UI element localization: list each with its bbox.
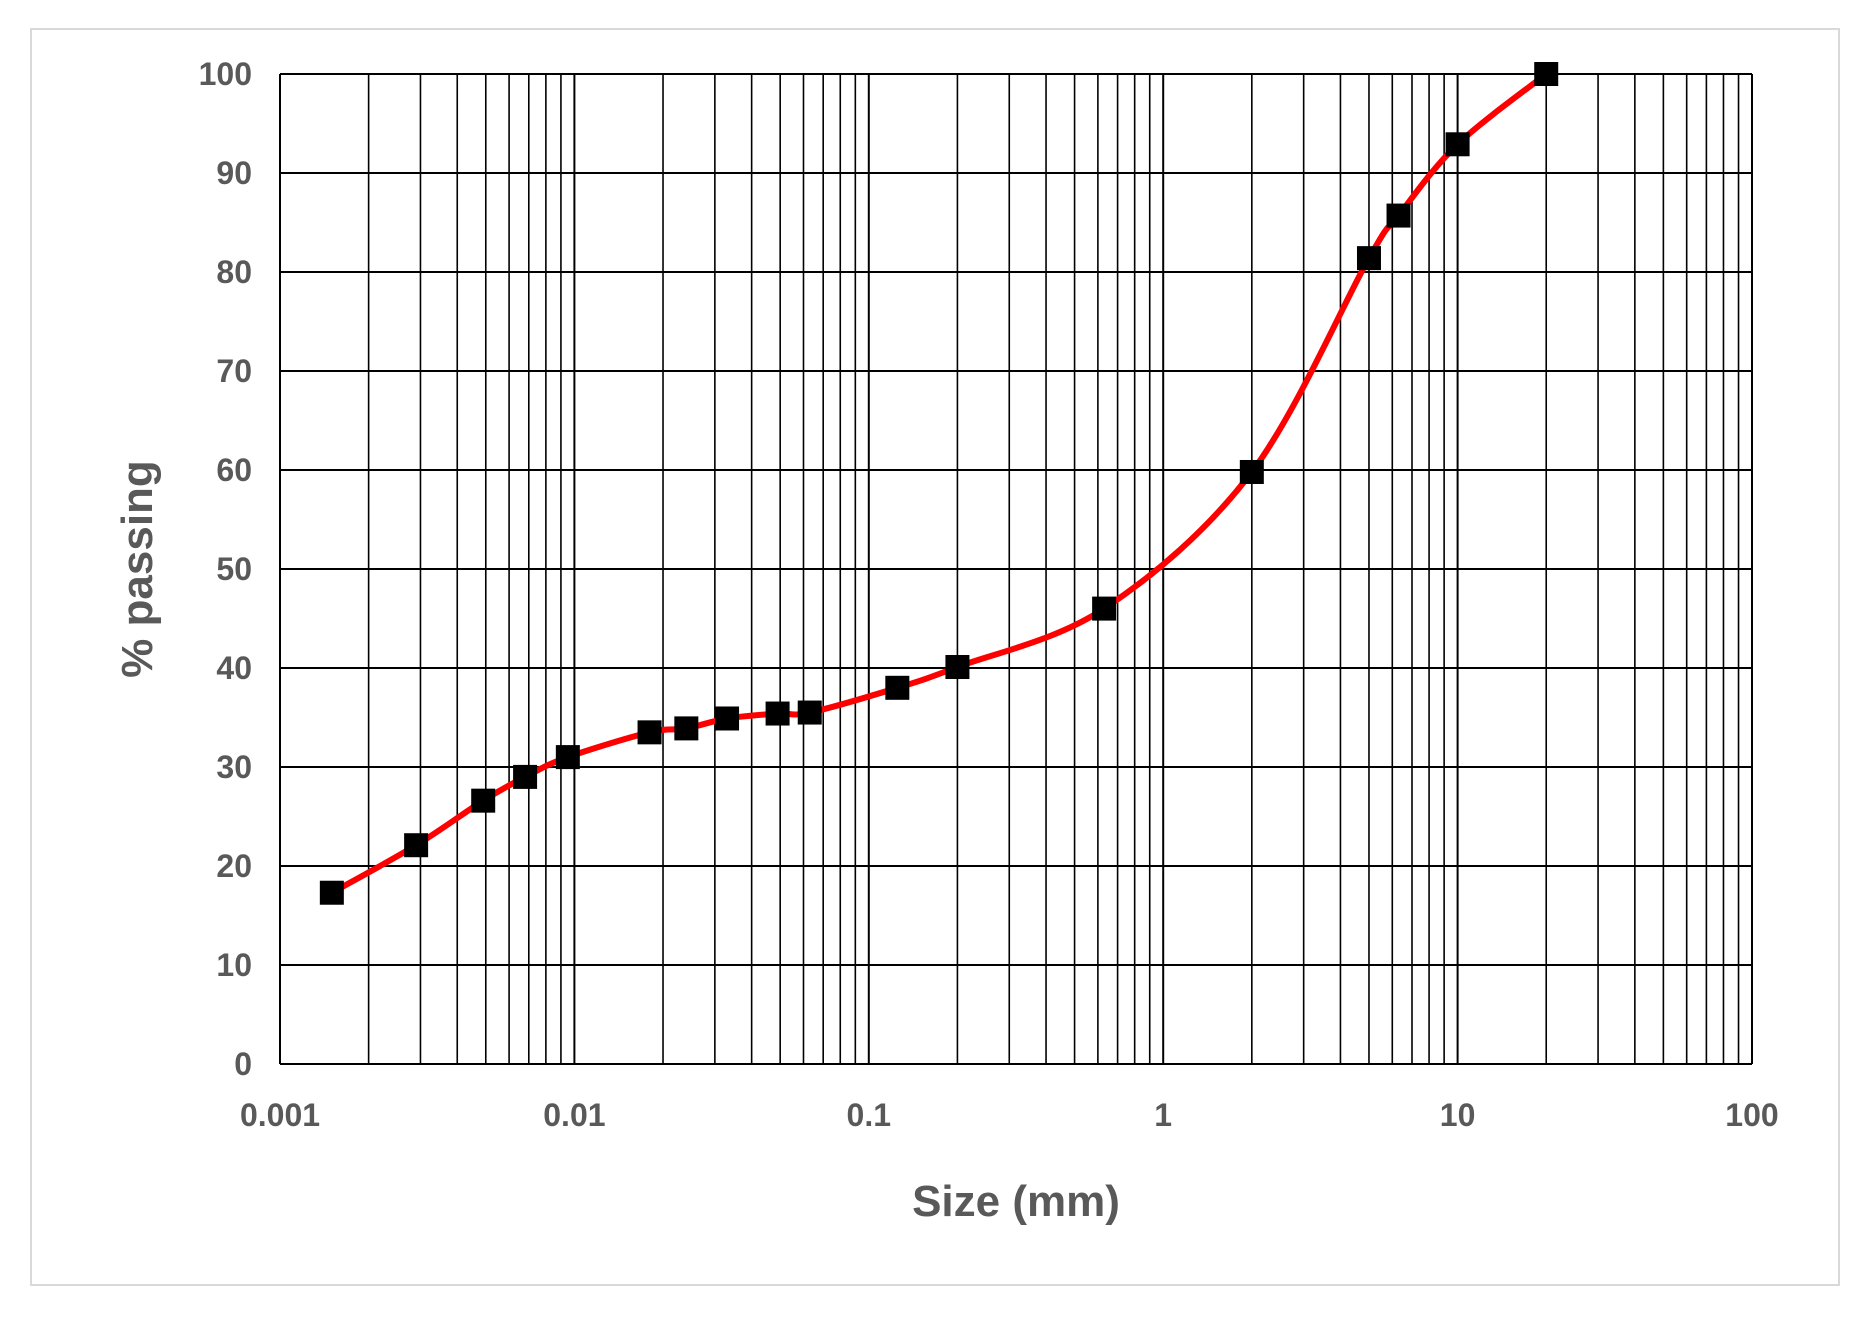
data-point-marker xyxy=(555,745,580,770)
y-tick-label: 50 xyxy=(216,551,252,587)
x-tick-label: 0.001 xyxy=(240,1097,320,1133)
data-point-marker xyxy=(513,764,538,789)
data-point-marker xyxy=(674,716,699,741)
data-point-marker xyxy=(1356,246,1381,271)
y-tick-label: 30 xyxy=(216,749,252,785)
y-tick-label: 40 xyxy=(216,650,252,686)
x-tick-label: 0.01 xyxy=(543,1097,605,1133)
data-point-marker xyxy=(1386,203,1411,228)
data-point-marker xyxy=(1445,132,1470,157)
data-point-marker xyxy=(1239,459,1264,484)
y-tick-label: 80 xyxy=(216,254,252,290)
data-point-marker xyxy=(1534,62,1559,86)
y-tick-label: 90 xyxy=(216,155,252,191)
x-tick-label: 1 xyxy=(1154,1097,1172,1133)
y-axis-ticks: 0 10 20 30 40 50 60 70 80 90 100 xyxy=(199,56,252,1082)
data-point-marker xyxy=(404,833,429,858)
data-point-marker xyxy=(471,788,496,813)
y-tick-label: 70 xyxy=(216,353,252,389)
y-tick-label: 60 xyxy=(216,452,252,488)
data-point-marker xyxy=(945,655,970,680)
data-point-marker xyxy=(765,701,790,726)
x-axis-title: Size (mm) xyxy=(912,1177,1120,1226)
x-axis-ticks: 0.001 0.01 0.1 1 10 100 xyxy=(240,1097,1779,1133)
particle-size-chart: 0 10 20 30 40 50 60 70 80 90 100 0.001 0.01 0.1 1 10 10… xyxy=(113,56,1779,1226)
x-tick-label: 100 xyxy=(1725,1097,1778,1133)
x-tick-label: 10 xyxy=(1440,1097,1476,1133)
y-tick-label: 0 xyxy=(234,1046,252,1082)
x-tick-label: 0.1 xyxy=(847,1097,891,1133)
y-tick-label: 20 xyxy=(216,848,252,884)
data-point-marker xyxy=(715,706,740,731)
data-point-marker xyxy=(637,720,662,745)
y-tick-label: 10 xyxy=(216,947,252,983)
data-point-marker xyxy=(885,675,910,700)
data-point-marker xyxy=(797,700,822,725)
y-axis-title: % passing xyxy=(113,460,162,678)
series-layer xyxy=(319,62,1559,905)
grid-lines xyxy=(279,73,1753,1065)
data-point-marker xyxy=(319,880,344,905)
data-point-marker xyxy=(1092,596,1117,621)
chart-frame: 0 10 20 30 40 50 60 70 80 90 100 0.001 0.01 0.1 1 10 10… xyxy=(30,28,1840,1286)
y-tick-label: 100 xyxy=(199,56,252,92)
